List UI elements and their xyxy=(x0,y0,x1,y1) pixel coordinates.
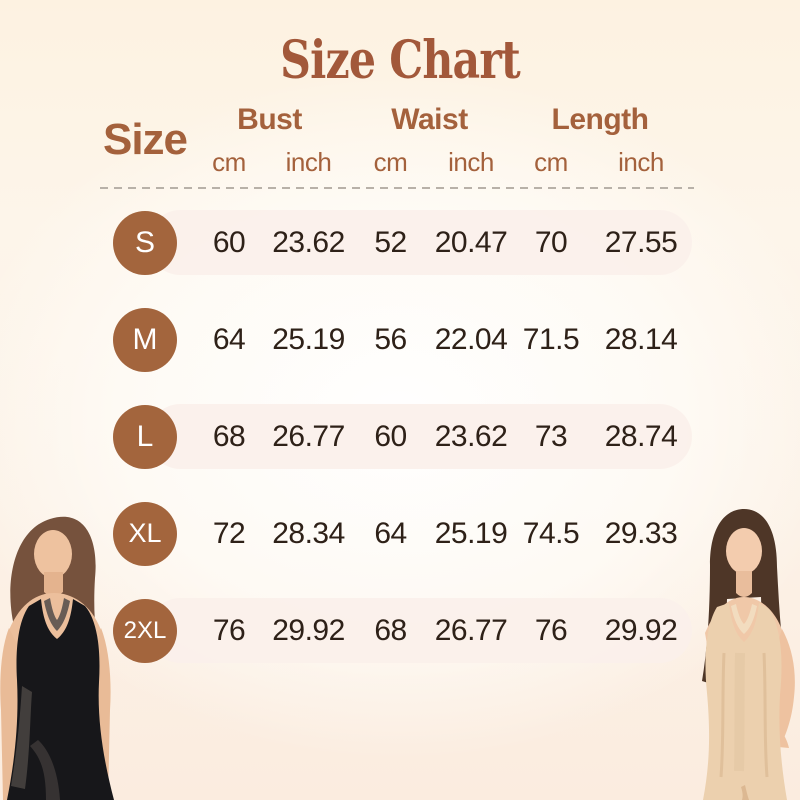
waist-inch-value: 26.77 xyxy=(434,613,508,647)
length-inch-value: 28.14 xyxy=(604,322,678,356)
waist-cm-value: 64 xyxy=(374,516,407,550)
bust-inch-unit: inch xyxy=(285,146,332,177)
length-cm-value: 71.5 xyxy=(522,322,580,356)
table-row: S 60 23.62 52 20.47 70 27.55 xyxy=(100,194,692,291)
page-title: Size Chart xyxy=(280,30,521,91)
length-inch-unit: inch xyxy=(618,146,664,177)
length-cm-value: 73 xyxy=(534,419,568,453)
table-header: Size Bust Waist Length cm inch cm inch c… xyxy=(100,98,690,182)
bust-inch-value: 29.92 xyxy=(272,613,345,647)
bust-inch-value: 26.77 xyxy=(272,419,345,453)
length-cm-value: 70 xyxy=(534,225,568,259)
size-badge: XL xyxy=(113,501,177,566)
table-row: M 64 25.19 56 22.04 71.5 28.14 xyxy=(100,291,690,388)
length-cm-value: 74.5 xyxy=(522,516,580,550)
waist-cm-value: 60 xyxy=(374,419,407,453)
waist-cm-value: 56 xyxy=(374,322,407,356)
size-badge: L xyxy=(113,404,177,469)
bust-cm-value: 68 xyxy=(212,419,246,453)
bust-cm-value: 64 xyxy=(212,322,246,356)
waist-inch-value: 25.19 xyxy=(434,516,508,550)
length-cm-value: 76 xyxy=(534,613,568,647)
table-row: 2XL 76 29.92 68 26.77 76 29.92 xyxy=(100,582,692,679)
size-badge: M xyxy=(113,307,177,372)
waist-cm-unit: cm xyxy=(373,146,408,177)
length-inch-value: 29.33 xyxy=(604,516,678,550)
waist-cm-value: 68 xyxy=(374,613,407,647)
length-inch-value: 29.92 xyxy=(604,613,678,647)
waist-cm-value: 52 xyxy=(374,225,407,259)
table-row: XL 72 28.34 64 25.19 74.5 29.33 xyxy=(100,485,690,582)
bust-cm-unit: cm xyxy=(212,146,246,177)
table-row: L 68 26.77 60 23.62 73 28.74 xyxy=(100,388,692,485)
header-divider xyxy=(100,187,694,189)
waist-inch-value: 22.04 xyxy=(434,322,508,356)
size-badge: 2XL xyxy=(113,598,177,663)
waist-inch-value: 20.47 xyxy=(434,225,508,259)
bust-column-header: Bust xyxy=(237,103,302,136)
bust-cm-value: 72 xyxy=(212,516,246,550)
waist-column-header: Waist xyxy=(391,103,468,136)
bust-inch-value: 25.19 xyxy=(272,322,345,356)
length-inch-value: 28.74 xyxy=(604,419,678,453)
bust-cm-value: 76 xyxy=(212,613,246,647)
bust-inch-value: 23.62 xyxy=(272,225,345,259)
model-right-image xyxy=(702,509,795,800)
waist-inch-value: 23.62 xyxy=(434,419,508,453)
size-badge: S xyxy=(113,210,177,275)
waist-inch-unit: inch xyxy=(448,146,494,177)
bust-cm-value: 60 xyxy=(212,225,246,259)
length-inch-value: 27.55 xyxy=(604,225,678,259)
size-column-header: Size xyxy=(102,115,188,164)
model-left-image xyxy=(0,516,114,800)
bust-inch-value: 28.34 xyxy=(272,516,345,550)
length-column-header: Length xyxy=(551,103,649,136)
length-cm-unit: cm xyxy=(534,146,568,177)
table-body: S 60 23.62 52 20.47 70 27.55 M 64 25.19 … xyxy=(100,194,692,679)
